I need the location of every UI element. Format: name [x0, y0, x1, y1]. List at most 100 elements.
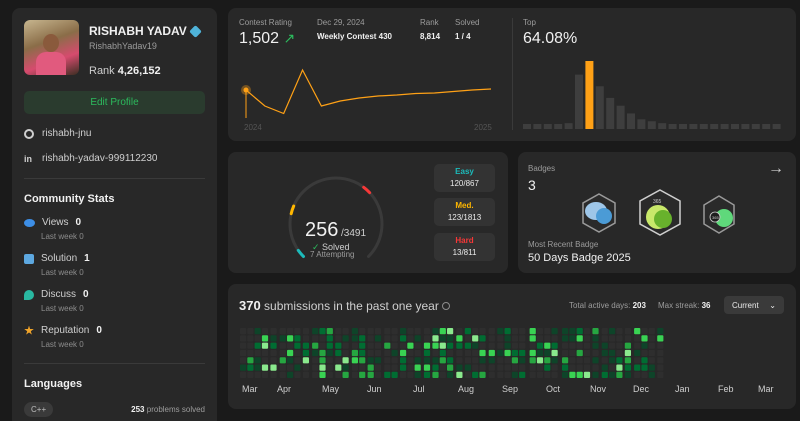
heatmap-cell[interactable]: [464, 328, 471, 335]
heatmap-cell[interactable]: [400, 364, 407, 371]
heatmap-cell[interactable]: [367, 357, 374, 364]
histogram-bar[interactable]: [554, 124, 563, 129]
heatmap-cell[interactable]: [641, 328, 648, 335]
heatmap-cell[interactable]: [367, 342, 374, 349]
heatmap-cell[interactable]: [351, 342, 358, 349]
heatmap-cell[interactable]: [367, 364, 374, 371]
histogram-bar[interactable]: [606, 97, 615, 129]
heatmap-cell[interactable]: [319, 364, 326, 371]
heatmap-cell[interactable]: [479, 335, 486, 342]
heatmap-cell[interactable]: [544, 335, 551, 342]
histogram-bar[interactable]: [627, 113, 635, 129]
heatmap-cell[interactable]: [488, 342, 495, 349]
heatmap-cell[interactable]: [400, 349, 407, 357]
heatmap-cell[interactable]: [497, 349, 504, 357]
heatmap-cell[interactable]: [583, 371, 591, 378]
heatmap-cell[interactable]: [432, 349, 439, 357]
heatmap-cell[interactable]: [270, 371, 277, 378]
heatmap-cell[interactable]: [384, 328, 391, 335]
heatmap-cell[interactable]: [432, 342, 439, 349]
heatmap-cell[interactable]: [240, 349, 247, 357]
heatmap-cell[interactable]: [472, 364, 479, 371]
heatmap-cell[interactable]: [583, 335, 591, 342]
heatmap-cell[interactable]: [335, 371, 342, 378]
heatmap-cell[interactable]: [657, 349, 664, 357]
heatmap-cell[interactable]: [609, 371, 616, 378]
heatmap-cell[interactable]: [447, 328, 454, 335]
heatmap-cell[interactable]: [270, 364, 277, 371]
heatmap-cell[interactable]: [391, 342, 398, 349]
heatmap-cell[interactable]: [326, 357, 333, 364]
heatmap-cell[interactable]: [529, 328, 536, 335]
heatmap-cell[interactable]: [407, 357, 414, 364]
heatmap-cell[interactable]: [423, 357, 431, 364]
heatmap-cell[interactable]: [497, 335, 504, 342]
heatmap-cell[interactable]: [439, 342, 446, 349]
heatmap-cell[interactable]: [569, 357, 576, 364]
heatmap-cell[interactable]: [432, 364, 439, 371]
heatmap-cell[interactable]: [302, 328, 309, 335]
heatmap-cell[interactable]: [302, 364, 309, 371]
histogram-bar[interactable]: [616, 105, 625, 129]
heatmap-cell[interactable]: [583, 349, 591, 357]
heatmap-cell[interactable]: [504, 328, 511, 335]
heatmap-cell[interactable]: [351, 357, 358, 364]
heatmap-cell[interactable]: [576, 349, 583, 357]
heatmap-cell[interactable]: [261, 364, 269, 371]
heatmap-cell[interactable]: [544, 364, 551, 371]
heatmap-cell[interactable]: [472, 342, 479, 349]
histogram-bar[interactable]: [647, 121, 656, 129]
heatmap-cell[interactable]: [391, 335, 398, 342]
heatmap-cell[interactable]: [624, 371, 631, 378]
heatmap-cell[interactable]: [391, 357, 398, 364]
heatmap-cell[interactable]: [374, 335, 382, 342]
heatmap-cell[interactable]: [519, 328, 526, 335]
heatmap-cell[interactable]: [423, 371, 431, 378]
heatmap-cell[interactable]: [374, 371, 382, 378]
heatmap-cell[interactable]: [247, 335, 254, 342]
heatmap-cell[interactable]: [367, 328, 374, 335]
heatmap-cell[interactable]: [294, 349, 301, 357]
heatmap-cell[interactable]: [511, 349, 518, 357]
heatmap-cell[interactable]: [400, 371, 407, 378]
heatmap-cell[interactable]: [414, 371, 421, 378]
heatmap-cell[interactable]: [519, 349, 526, 357]
heatmap-cell[interactable]: [497, 328, 504, 335]
heatmap-cell[interactable]: [592, 357, 599, 364]
heatmap-cell[interactable]: [287, 328, 294, 335]
heatmap-cell[interactable]: [479, 342, 486, 349]
heatmap-cell[interactable]: [335, 349, 342, 357]
histogram-bar[interactable]: [762, 124, 771, 129]
heatmap-cell[interactable]: [641, 335, 648, 342]
heatmap-cell[interactable]: [423, 335, 431, 342]
heatmap-cell[interactable]: [609, 349, 616, 357]
heatmap-cell[interactable]: [367, 371, 374, 378]
heatmap-cell[interactable]: [384, 349, 391, 357]
heatmap-cell[interactable]: [634, 335, 641, 342]
heatmap-cell[interactable]: [351, 364, 358, 371]
heatmap-cell[interactable]: [479, 328, 486, 335]
heatmap-cell[interactable]: [488, 335, 495, 342]
heatmap-cell[interactable]: [551, 357, 558, 364]
histogram-bar[interactable]: [710, 124, 719, 129]
heatmap-cell[interactable]: [529, 357, 536, 364]
heatmap-cell[interactable]: [464, 371, 471, 378]
heatmap-cell[interactable]: [247, 328, 254, 335]
heatmap-cell[interactable]: [261, 357, 269, 364]
heatmap-cell[interactable]: [240, 371, 247, 378]
heatmap-cell[interactable]: [294, 371, 301, 378]
heatmap-cell[interactable]: [342, 364, 349, 371]
heatmap-cell[interactable]: [312, 357, 319, 364]
heatmap-cell[interactable]: [601, 371, 608, 378]
heatmap-cell[interactable]: [312, 364, 319, 371]
heatmap-cell[interactable]: [456, 342, 463, 349]
heatmap-cell[interactable]: [601, 364, 608, 371]
heatmap-cell[interactable]: [326, 349, 333, 357]
heatmap-cell[interactable]: [319, 342, 326, 349]
histogram-bar[interactable]: [689, 124, 698, 129]
heatmap-cell[interactable]: [562, 328, 569, 335]
heatmap-cell[interactable]: [601, 357, 608, 364]
heatmap-cell[interactable]: [609, 364, 616, 371]
heatmap-cell[interactable]: [287, 364, 294, 371]
heatmap-cell[interactable]: [576, 342, 583, 349]
